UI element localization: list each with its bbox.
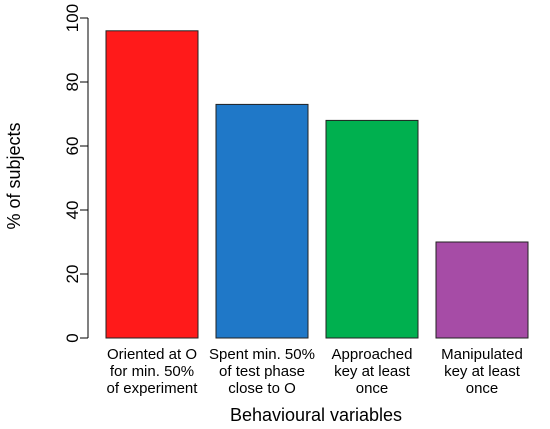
y-tick-label: 100 bbox=[63, 4, 82, 32]
y-tick-label: 60 bbox=[63, 137, 82, 156]
bar bbox=[105, 30, 199, 339]
bar bbox=[435, 241, 529, 339]
y-axis-title: % of subjects bbox=[4, 122, 24, 229]
x-axis-title: Behavioural variables bbox=[230, 405, 402, 425]
y-tick-label: 20 bbox=[63, 265, 82, 284]
y-tick-label: 0 bbox=[63, 333, 82, 342]
bar bbox=[215, 103, 309, 339]
bars bbox=[105, 30, 529, 339]
y-tick-label: 80 bbox=[63, 73, 82, 92]
category-label: Manipulated key at least once bbox=[441, 346, 523, 397]
category-label: Spent min. 50% of test phase close to O bbox=[209, 346, 315, 397]
bar bbox=[325, 119, 419, 339]
category-label: Approached key at least once bbox=[332, 346, 413, 397]
y-axis: 0 20 40 60 80 100 bbox=[63, 4, 89, 343]
y-tick-label: 40 bbox=[63, 201, 82, 220]
